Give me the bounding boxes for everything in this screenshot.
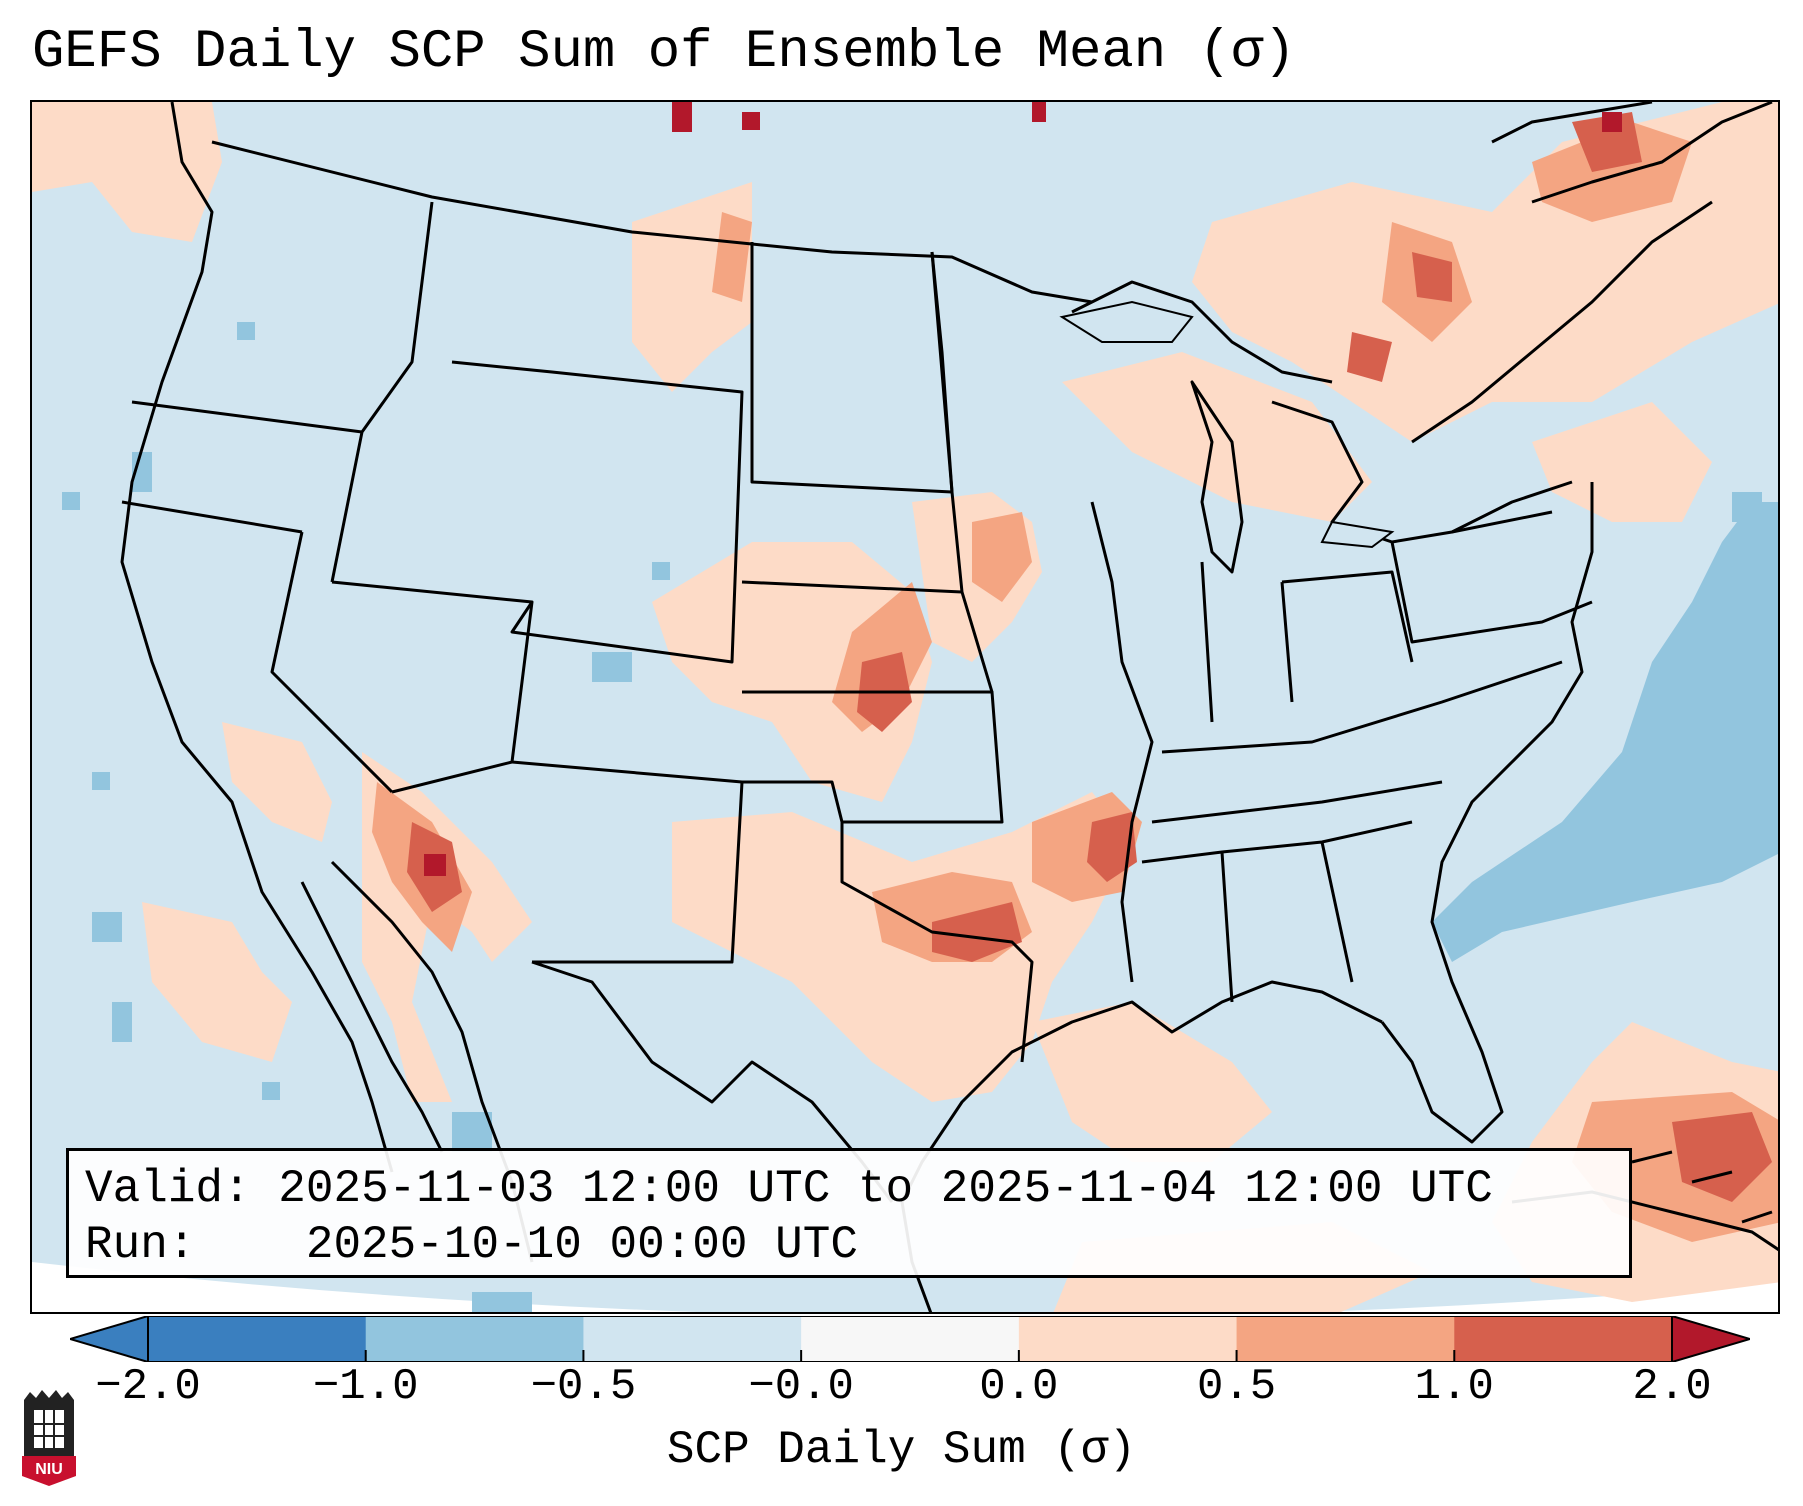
- state-line-mn-ia: [930, 251, 994, 693]
- map-panel: [30, 100, 1780, 1314]
- state-line-il-in-oh: [1200, 561, 1414, 723]
- state-line-northeast: [1390, 510, 1593, 644]
- state-line-tn-ky: [1151, 660, 1563, 824]
- lake-michigan: [1190, 380, 1244, 574]
- colorbar-segment: [1018, 1316, 1238, 1362]
- colorbar-extend-low: [70, 1316, 149, 1362]
- east-coast: [1380, 482, 1594, 1144]
- colorbar-tick-label: −1.0: [312, 1362, 419, 1412]
- lake-erie: [1320, 520, 1395, 549]
- midwest-moderate: [972, 512, 1032, 602]
- map-title: GEFS Daily SCP Sum of Ensemble Mean (σ): [32, 22, 1296, 83]
- colorbar-tick-label: 0.5: [1196, 1362, 1277, 1412]
- state-line-mississippi-river: [1090, 501, 1154, 983]
- canada-east-coast: [1491, 102, 1773, 204]
- state-line-nv: [270, 531, 394, 794]
- colorbar-segment: [365, 1316, 584, 1362]
- colorbar-tick-label: 2.0: [1632, 1362, 1712, 1412]
- quebec-moderate: [1532, 122, 1692, 222]
- colorbar-tick-label: −0.0: [748, 1362, 854, 1412]
- negative-cell: [92, 772, 110, 790]
- colorbar-segment: [801, 1316, 1020, 1362]
- colorbar-tick-label: −2.0: [95, 1362, 201, 1412]
- run-label: Run:: [85, 1219, 196, 1271]
- canada-us-border: [211, 140, 1093, 304]
- state-line-id-mt: [330, 201, 434, 583]
- plains-positive: [652, 542, 932, 802]
- west-coastline: [120, 102, 394, 1173]
- logo-building-lines: [34, 1410, 64, 1448]
- colorbar-segment: [1236, 1316, 1455, 1362]
- state-line-co-nm: [511, 760, 744, 964]
- valid-line: Valid: 2025-11-03 12:00 UTC to 2025-11-0…: [85, 1161, 1629, 1217]
- lake-superior: [1059, 300, 1194, 343]
- maximum-anomaly-regions: [424, 102, 1622, 876]
- negative-cell: [652, 562, 670, 580]
- colorbar-label: SCP Daily Sum (σ): [666, 1424, 1137, 1476]
- valid-label: Valid:: [85, 1163, 251, 1215]
- state-line-wy: [451, 360, 744, 664]
- negative-cell: [1732, 492, 1762, 522]
- run-line: Run: 2025-10-10 00:00 UTC: [85, 1217, 1629, 1273]
- atlantic-negative-region: [1432, 502, 1778, 962]
- state-line-or-ca: [121, 500, 303, 534]
- colorbar: [70, 1316, 1750, 1362]
- logo-building-window: [34, 1410, 64, 1448]
- lake-patches: [1059, 300, 1395, 549]
- california-positive: [222, 722, 332, 842]
- negative-cell: [472, 1292, 532, 1312]
- canada-strong: [1412, 252, 1452, 302]
- nw-offshore-positive: [32, 102, 222, 242]
- scp-map: [32, 102, 1778, 1312]
- st-lawrence: [1411, 200, 1713, 444]
- negative-cell: [592, 652, 632, 682]
- colorbar-segment: [1454, 1316, 1673, 1362]
- colorbar-tick-labels: −2.0 −1.0 −0.5 −0.0 0.0 0.5 1.0 2.0: [0, 1362, 1803, 1422]
- negative-cell: [452, 1112, 492, 1152]
- logo-red-base: [22, 1456, 76, 1486]
- colorbar-tick-label: 1.0: [1414, 1362, 1494, 1412]
- boundary-lines: [120, 102, 1778, 1312]
- state-line-ut-az: [331, 580, 534, 794]
- colorbar-segment: [583, 1316, 802, 1362]
- oklahoma-strong: [932, 902, 1022, 962]
- run-text: 2025-10-10 00:00 UTC: [305, 1219, 858, 1271]
- gulf-positive: [1032, 1002, 1272, 1162]
- arkansas-strong: [1087, 812, 1137, 882]
- negative-cell: [262, 1082, 280, 1100]
- ontario-strong: [1347, 332, 1392, 382]
- state-line-tx: [840, 822, 1034, 1063]
- montana-moderate: [712, 212, 752, 302]
- negative-cell: [112, 1002, 132, 1042]
- great-lakes-positive: [1062, 352, 1372, 522]
- colorbar-tick-label: −0.5: [530, 1362, 637, 1412]
- colorbar-tick-label: 0.0: [979, 1362, 1059, 1412]
- quebec-strong: [1572, 112, 1642, 172]
- northeast-positive: [1532, 402, 1712, 522]
- caribbean-islands: [1631, 1150, 1773, 1224]
- max-cell-quebec: [1602, 112, 1622, 132]
- max-cell-north: [1032, 102, 1046, 122]
- pacific-sw-positive: [142, 902, 292, 1062]
- max-cell-arizona: [424, 854, 446, 876]
- state-line-ne-ks: [741, 580, 1004, 824]
- negative-cell: [92, 912, 122, 942]
- logo-text: NIU: [35, 1461, 63, 1478]
- valid-text: 2025-11-03 12:00 UTC to 2025-11-04 12:00…: [278, 1163, 1493, 1215]
- state-line-deep-south: [1141, 820, 1413, 1003]
- niu-logo: NIU: [22, 1390, 76, 1486]
- negative-cell: [62, 492, 80, 510]
- max-cell-north: [742, 112, 760, 130]
- colorbar-outline: [147, 1316, 1673, 1362]
- colorbar-segment: [148, 1316, 367, 1362]
- negative-anomaly-regions: [62, 322, 1778, 1312]
- great-lakes-north: [1071, 280, 1333, 384]
- negative-cell: [237, 322, 255, 340]
- colorbar-segments: [70, 1316, 1750, 1362]
- colorbar-extend-high: [1671, 1316, 1750, 1362]
- state-line-wa-or: [131, 400, 363, 434]
- baja-peninsula-outline: [300, 881, 444, 1153]
- max-cell-north: [672, 102, 692, 132]
- valid-time-box: Valid: 2025-11-03 12:00 UTC to 2025-11-0…: [66, 1148, 1632, 1278]
